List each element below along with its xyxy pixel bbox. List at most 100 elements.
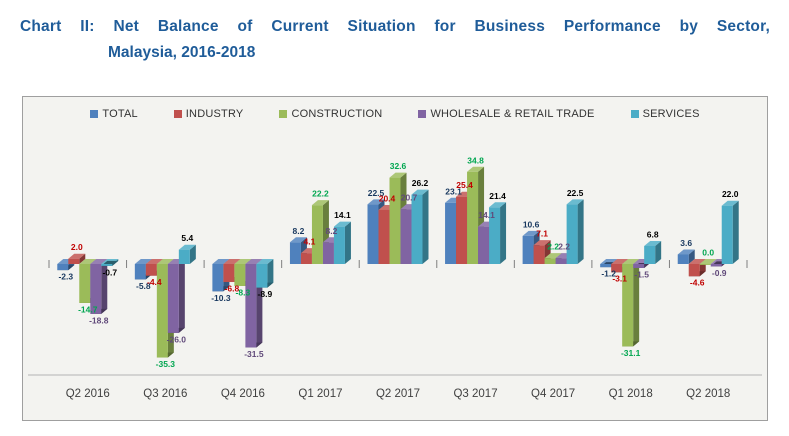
bar <box>677 254 689 264</box>
bar-top-face <box>256 259 274 264</box>
bar-top-face <box>533 240 551 246</box>
bar <box>311 205 323 264</box>
bar <box>456 196 468 264</box>
value-label: 25.4 <box>456 180 473 190</box>
bar <box>156 264 168 358</box>
bar-top-face <box>566 199 584 205</box>
bar <box>245 264 257 348</box>
bar-side-face <box>688 249 695 264</box>
x-axis-label: Q4 2016 <box>221 388 265 400</box>
bar-side-face <box>189 244 196 264</box>
legend-swatch-icon <box>90 110 99 118</box>
bar <box>555 258 567 264</box>
value-label: -8.3 <box>236 287 251 297</box>
value-label: 26.2 <box>412 178 429 188</box>
bar-top-face <box>489 202 507 208</box>
value-label: 22.0 <box>722 189 739 199</box>
bar <box>223 264 235 283</box>
value-label: -8.9 <box>258 289 273 299</box>
legend-label: SERVICES <box>642 108 700 120</box>
legend-label: CONSTRUCTION <box>291 108 383 120</box>
bar-side-face <box>344 221 351 264</box>
bar-top-face <box>245 259 263 264</box>
bar-chart: Q2 2016 Q3 2016 Q4 2016 Q1 2017 Q2 2017 Q3 20… <box>28 155 762 400</box>
legend-label: TOTAL <box>102 108 138 120</box>
value-label: 5.4 <box>181 233 193 243</box>
value-label: 20.4 <box>379 193 396 203</box>
bar-top-face <box>212 259 230 264</box>
bar <box>300 253 312 264</box>
value-label: -2.3 <box>58 272 73 282</box>
bar-side-face <box>178 259 185 333</box>
bar-top-face <box>699 259 717 264</box>
legend: TOTAL INDUSTRY CONSTRUCTION WHOLESALE & RET… <box>23 108 767 120</box>
bar-top-face <box>688 259 706 264</box>
bar <box>322 242 334 264</box>
bar-top-face <box>600 259 618 264</box>
chart-title-line1: Chart II: Net Balance of Current Situati… <box>20 18 770 35</box>
x-axis-label: Q3 2016 <box>143 388 187 400</box>
bar-top-face <box>622 259 640 264</box>
bar-top-face <box>467 166 485 172</box>
value-label: -31.1 <box>621 348 641 358</box>
chart-title: Chart II: Net Balance of Current Situati… <box>20 14 770 66</box>
bar <box>489 207 501 264</box>
x-axis-label: Q3 2017 <box>453 388 497 400</box>
bar-top-face <box>611 259 629 264</box>
value-label: -35.3 <box>156 359 176 369</box>
bar <box>400 209 412 264</box>
legend-item-construction: CONSTRUCTION <box>279 108 382 120</box>
bar-top-face <box>311 200 329 206</box>
legend-item-industry: INDUSTRY <box>173 108 244 120</box>
value-label: -0.7 <box>102 267 117 277</box>
value-label: 2.0 <box>71 242 83 252</box>
bar <box>522 235 534 264</box>
bar-top-face <box>522 230 540 236</box>
value-label: -14.7 <box>78 304 98 314</box>
legend-item-services: SERVICES <box>630 108 700 120</box>
bar-top-face <box>134 259 152 264</box>
bar <box>389 177 401 264</box>
value-label: 14.1 <box>334 210 351 220</box>
value-label: 22.5 <box>567 188 584 198</box>
bar-top-face <box>411 189 429 195</box>
value-label: -10.3 <box>211 293 231 303</box>
legend-item-total: TOTAL <box>90 108 138 120</box>
bar <box>90 264 102 314</box>
bar <box>333 226 345 264</box>
value-label: 3.6 <box>680 238 692 248</box>
value-label: 8.2 <box>293 226 305 236</box>
chart-title-line2: Malaysia, 2016-2018 <box>108 44 256 61</box>
bar-top-face <box>145 259 163 264</box>
bar-top-face <box>234 259 252 264</box>
value-label: 7.1 <box>536 229 548 239</box>
value-label: -18.8 <box>89 315 109 325</box>
bar <box>57 264 69 271</box>
bar <box>234 264 246 286</box>
legend-label: INDUSTRY <box>185 108 244 120</box>
bar-top-face <box>333 221 351 227</box>
value-label: -1.5 <box>634 269 649 279</box>
x-axis-label: Q4 2017 <box>531 388 575 400</box>
bar <box>699 264 711 265</box>
value-label: -4.4 <box>147 277 162 287</box>
bar-side-face <box>267 259 274 288</box>
value-label: 23.1 <box>445 186 462 196</box>
bar <box>721 205 733 264</box>
value-label: 8.2 <box>326 226 338 236</box>
bar <box>611 264 623 273</box>
value-label: 20.7 <box>401 193 418 203</box>
bar <box>167 264 179 333</box>
bar <box>633 264 645 268</box>
bar <box>411 194 423 264</box>
bar <box>134 264 146 280</box>
bar-side-face <box>500 202 507 264</box>
value-label: -31.5 <box>244 349 264 359</box>
bar <box>145 264 157 276</box>
bar-side-face <box>422 189 429 264</box>
bar-top-face <box>90 259 108 264</box>
value-label: 21.4 <box>489 191 506 201</box>
value-label: 14.1 <box>478 210 495 220</box>
bar-top-face <box>677 249 695 255</box>
legend-swatch-icon <box>173 110 182 118</box>
